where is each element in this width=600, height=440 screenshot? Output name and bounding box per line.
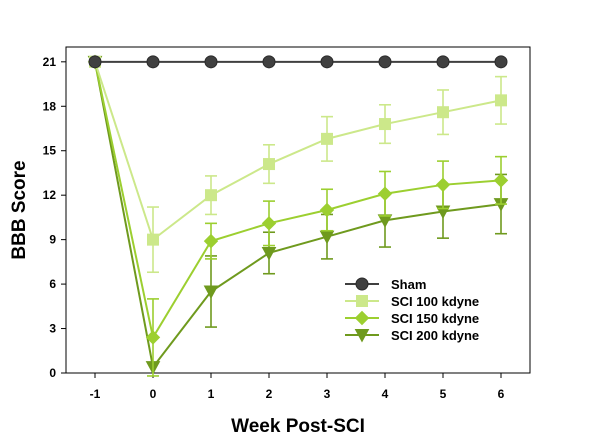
data-point — [261, 216, 277, 231]
data-point — [321, 132, 333, 145]
x-axis-title: Week Post-SCI — [231, 416, 365, 437]
data-point — [145, 330, 161, 345]
y-tick-label: 9 — [49, 233, 56, 247]
plot-frame — [65, 46, 531, 374]
legend-marker — [355, 277, 369, 291]
legend-marker — [354, 310, 370, 326]
y-tick-label: 6 — [49, 277, 56, 291]
data-point — [493, 173, 509, 188]
data-point — [204, 55, 218, 69]
series-sci-100-kdyne — [89, 55, 507, 274]
data-point — [320, 55, 334, 69]
x-tick-label: 0 — [150, 387, 157, 401]
x-tick-label: 3 — [324, 387, 331, 401]
x-tick-label: 6 — [498, 387, 505, 401]
y-tick-label: 0 — [49, 366, 56, 380]
x-tick-label: 1 — [208, 387, 215, 401]
legend-item: SCI 100 kdyne — [345, 294, 479, 309]
legend-label: SCI 150 kdyne — [391, 311, 479, 326]
legend-item: SCI 150 kdyne — [345, 310, 479, 326]
x-tick-label: -1 — [90, 387, 101, 401]
data-point — [147, 233, 159, 246]
data-point — [319, 202, 335, 218]
data-point — [263, 158, 275, 171]
x-tick-label: 5 — [440, 387, 447, 401]
data-point — [377, 186, 393, 201]
series-line — [94, 61, 502, 341]
y-tick-label: 21 — [43, 55, 57, 69]
y-tick-label: 12 — [43, 188, 57, 202]
data-point — [262, 55, 276, 69]
series-line — [94, 61, 502, 242]
data-point — [261, 246, 277, 261]
data-point — [203, 233, 219, 249]
series-sham — [88, 55, 508, 69]
legend-item: Sham — [345, 277, 426, 292]
legend-marker — [354, 329, 370, 343]
series-layer — [87, 54, 509, 377]
data-point — [494, 55, 508, 69]
legend: Sham SCI 100 kdyne SCI 150 kdyne SCI 200 kd… — [345, 277, 479, 343]
data-point — [203, 285, 219, 300]
y-tick-label: 18 — [43, 99, 57, 113]
legend-label: SCI 200 kdyne — [391, 328, 479, 343]
data-point — [205, 189, 217, 202]
series-line — [94, 61, 502, 370]
data-point — [437, 106, 449, 119]
data-point — [146, 55, 160, 69]
data-point — [435, 177, 451, 193]
legend-item: SCI 200 kdyne — [345, 328, 479, 343]
data-point — [378, 55, 392, 69]
data-point — [379, 118, 391, 131]
legend-marker — [356, 295, 368, 307]
legend-label: SCI 100 kdyne — [391, 294, 479, 309]
x-tick-label: 4 — [382, 387, 389, 401]
y-tick-label: 3 — [49, 322, 56, 336]
data-point — [88, 55, 102, 69]
data-point — [495, 94, 507, 107]
y-axis-title: BBB Score — [9, 160, 30, 259]
x-tick-label: 2 — [266, 387, 273, 401]
legend-label: Sham — [391, 277, 426, 292]
data-point — [436, 55, 450, 69]
y-tick-label: 15 — [43, 144, 57, 158]
